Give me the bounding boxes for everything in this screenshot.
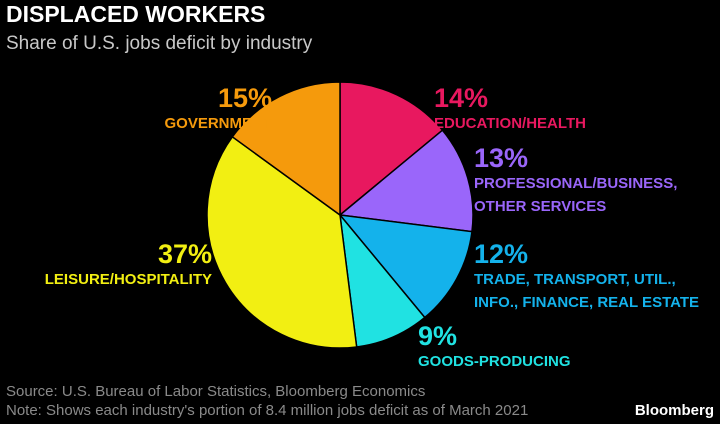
slice-percent: 13% <box>474 143 528 173</box>
source: Source: U.S. Bureau of Labor Statistics,… <box>6 383 425 400</box>
brand: Bloomberg <box>635 402 714 419</box>
slice-label: EDUCATION/HEALTH <box>434 115 586 132</box>
pie-slice <box>339 81 444 217</box>
chart-title: DISPLACED WORKERS <box>6 1 265 27</box>
slice-label: TRADE, TRANSPORT, UTIL., <box>474 271 676 288</box>
slice-label: PROFESSIONAL/BUSINESS, <box>474 175 677 192</box>
pie-slice <box>231 81 341 217</box>
slice-label: LEISURE/HOSPITALITY <box>45 271 212 288</box>
slice-percent: 37% <box>158 239 212 269</box>
slice-percent: 12% <box>474 239 528 269</box>
chart-subtitle: Share of U.S. jobs deficit by industry <box>6 33 313 54</box>
slice-percent: 15% <box>218 83 272 113</box>
slice-label: GOODS-PRODUCING <box>418 353 571 370</box>
slice-label: INFO., FINANCE, REAL ESTATE <box>474 294 699 311</box>
note: Note: Shows each industry's portion of 8… <box>6 402 528 419</box>
pie-slice <box>338 129 474 233</box>
pie-slice <box>338 214 473 319</box>
slice-percent: 14% <box>434 83 488 113</box>
slice-label: OTHER SERVICES <box>474 198 606 215</box>
pie-slice <box>206 135 358 349</box>
slice-percent: 9% <box>418 321 457 351</box>
slice-label: GOVERNMENT <box>164 115 272 132</box>
